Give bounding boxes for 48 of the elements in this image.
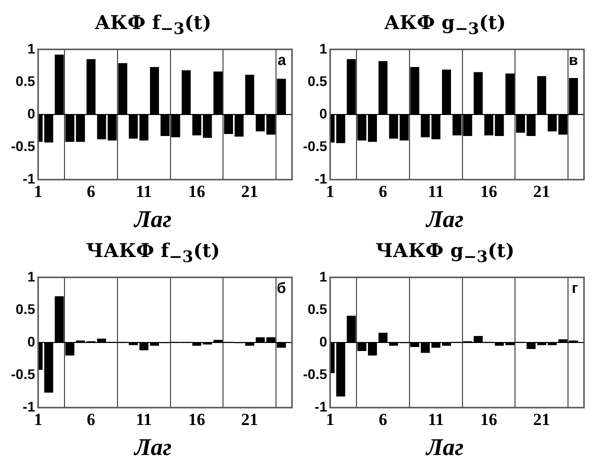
y-tick-label: 0.5 <box>16 300 36 317</box>
y-tick-label: 0.5 <box>308 300 328 317</box>
x-axis-title: Лаг <box>426 206 464 235</box>
annotation: в <box>568 52 578 70</box>
chart-title: ЧАКФ f$_{−3}$(t) <box>86 239 220 266</box>
x-tick-label: 16 <box>480 410 498 430</box>
x-tick-label: 6 <box>378 182 388 202</box>
x-tick-label: 6 <box>86 182 96 202</box>
x-tick-label: 21 <box>533 410 550 430</box>
chart-title: АКФ g$_{−3}$(t) <box>384 11 506 38</box>
x-tick-label: 16 <box>188 182 206 202</box>
x-tick-label: 6 <box>378 410 388 430</box>
y-tick-label: -0.5 <box>303 138 328 154</box>
x-tick-label: 21 <box>533 182 550 202</box>
y-tick-label: 0 <box>27 333 36 350</box>
y-tick-label: -0.5 <box>11 138 36 154</box>
x-tick-label: 6 <box>86 410 96 430</box>
x-axis-title: Лаг <box>134 434 172 463</box>
y-tick-label: 1 <box>319 268 328 284</box>
y-tick-label: 0 <box>319 333 328 350</box>
x-tick-label: 11 <box>136 410 152 430</box>
annotation: г <box>572 280 578 298</box>
y-tick-label: -1 <box>22 398 36 414</box>
y-tick-label: 1 <box>27 268 36 284</box>
x-tick-label: 21 <box>241 182 258 202</box>
y-tick-label: 0 <box>27 105 36 122</box>
chart-title: АКФ f$_{−3}$(t) <box>94 11 212 38</box>
x-tick-label: 21 <box>241 410 258 430</box>
x-axis-title: Лаг <box>426 434 464 463</box>
annotation: б <box>276 280 286 298</box>
x-tick-label: 11 <box>428 410 444 430</box>
y-tick-label: 1 <box>319 40 328 56</box>
x-tick-label: 16 <box>480 182 498 202</box>
x-tick-label: 11 <box>428 182 444 202</box>
x-axis-title: Лаг <box>134 206 172 235</box>
y-tick-label: -0.5 <box>11 366 36 382</box>
y-tick-label: 1 <box>27 40 36 56</box>
y-tick-label: -1 <box>22 170 36 186</box>
y-tick-label: -1 <box>314 170 328 186</box>
chart-title: ЧАКФ g$_{−3}$(t) <box>375 239 515 266</box>
x-tick-label: 11 <box>136 182 152 202</box>
y-tick-label: 0.5 <box>308 72 328 89</box>
x-tick-label: 16 <box>188 410 206 430</box>
y-tick-label: 0.5 <box>16 72 36 89</box>
y-tick-label: -1 <box>314 398 328 414</box>
annotation: а <box>278 52 287 70</box>
y-tick-label: -0.5 <box>303 366 328 382</box>
y-tick-label: 0 <box>319 105 328 122</box>
